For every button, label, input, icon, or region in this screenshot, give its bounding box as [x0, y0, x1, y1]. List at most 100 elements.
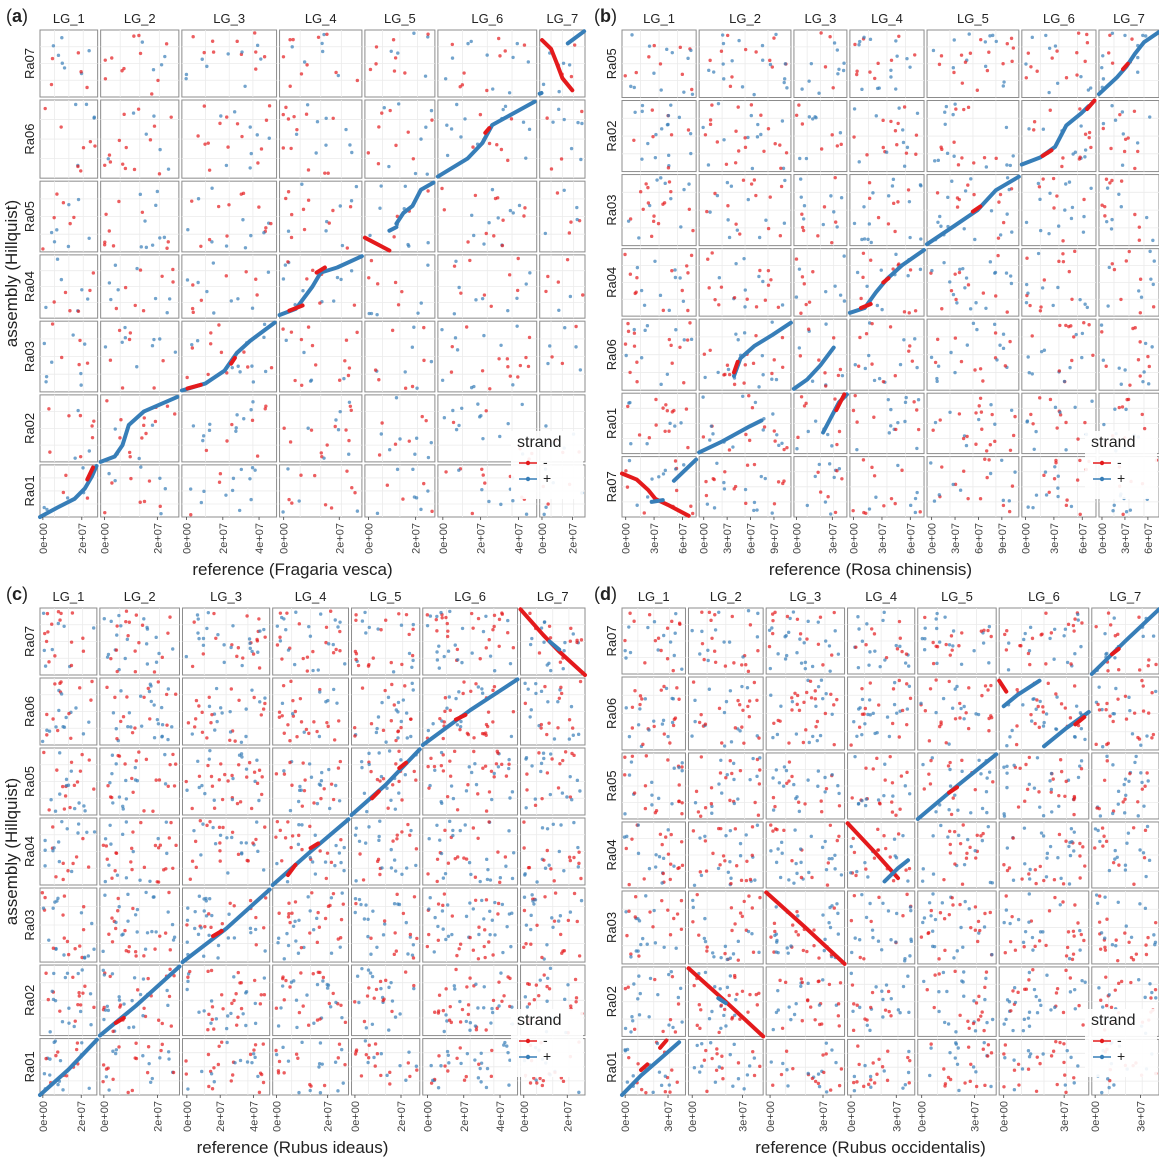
alignment-point: [362, 1019, 367, 1024]
alignment-point: [958, 267, 962, 272]
alignment-point: [127, 945, 131, 949]
alignment-point: [720, 33, 725, 37]
alignment-point: [156, 722, 161, 726]
alignment-point: [366, 917, 370, 921]
alignment-point: [468, 935, 472, 940]
alignment-point: [164, 867, 168, 871]
alignment-point: [222, 643, 226, 647]
alignment-point: [115, 624, 119, 628]
alignment-point: [474, 682, 478, 686]
alignment-point: [401, 911, 406, 916]
alignment-point: [915, 490, 919, 495]
alignment-point: [131, 790, 135, 794]
alignment-point: [894, 252, 898, 257]
alignment-point: [463, 117, 467, 121]
alignment-point: [895, 142, 899, 147]
alignment-point: [333, 863, 337, 868]
alignment-point: [77, 994, 81, 998]
alignment-point: [167, 994, 172, 999]
alignment-point: [857, 160, 861, 164]
alignment-point: [391, 839, 395, 843]
row-label: Ra04: [22, 271, 37, 302]
alignment-point: [473, 898, 478, 902]
alignment-point: [384, 978, 388, 983]
legend-key-point: [525, 1054, 531, 1060]
alignment-point: [231, 624, 235, 628]
alignment-point: [858, 335, 862, 340]
alignment-point: [869, 240, 873, 245]
alignment-point: [460, 660, 464, 665]
synteny-segment: [98, 394, 180, 464]
alignment-point: [478, 112, 483, 117]
alignment-point: [646, 185, 650, 190]
alignment-point: [302, 945, 306, 950]
alignment-point: [290, 783, 294, 787]
alignment-point: [250, 418, 255, 423]
x-tick-label: 0e+00: [182, 523, 194, 554]
alignment-point: [331, 642, 335, 647]
alignment-point: [1070, 205, 1075, 210]
alignment-point: [64, 473, 68, 478]
alignment-point: [524, 512, 529, 516]
alignment-point: [1138, 311, 1143, 315]
alignment-point: [524, 942, 528, 946]
alignment-point: [110, 753, 115, 757]
alignment-point: [488, 909, 492, 914]
alignment-point: [48, 1030, 52, 1034]
alignment-point: [737, 38, 741, 43]
alignment-point: [65, 496, 70, 500]
alignment-point: [529, 942, 533, 946]
alignment-point: [1126, 136, 1130, 140]
alignment-point: [393, 56, 398, 60]
alignment-point: [152, 386, 156, 390]
facet-cell: [181, 180, 278, 253]
alignment-point: [306, 325, 311, 329]
alignment-point: [1050, 56, 1054, 60]
alignment-point: [632, 327, 636, 332]
alignment-point: [768, 58, 772, 63]
alignment-point: [891, 177, 896, 182]
alignment-point: [61, 724, 65, 729]
x-tick-label: 3e+07: [1120, 523, 1132, 554]
alignment-point: [440, 378, 445, 383]
alignment-point: [105, 857, 109, 861]
alignment-point: [74, 706, 78, 710]
alignment-point: [579, 876, 583, 881]
alignment-point: [1136, 358, 1141, 362]
alignment-point: [919, 237, 923, 241]
alignment-point: [348, 404, 353, 408]
alignment-point: [505, 357, 510, 361]
alignment-point: [963, 189, 968, 193]
facet-cell: [181, 964, 271, 1037]
alignment-point: [548, 636, 553, 640]
row-label: Ra01: [604, 1052, 619, 1083]
alignment-point: [392, 952, 397, 957]
alignment-point: [535, 923, 539, 927]
alignment-point: [218, 849, 222, 853]
alignment-point: [108, 160, 113, 164]
alignment-point: [165, 851, 169, 856]
alignment-point: [199, 926, 203, 930]
alignment-point: [200, 57, 204, 61]
alignment-point: [325, 443, 329, 447]
alignment-point: [389, 847, 393, 852]
alignment-point: [303, 778, 307, 782]
alignment-point: [406, 130, 410, 134]
alignment-point: [551, 120, 555, 124]
alignment-point: [870, 362, 874, 366]
alignment-point: [155, 189, 160, 194]
alignment-point: [435, 857, 440, 861]
alignment-point: [818, 490, 823, 494]
alignment-point: [705, 502, 710, 506]
facet-cell: [181, 747, 271, 816]
alignment-point: [891, 267, 895, 271]
alignment-point: [550, 916, 554, 920]
alignment-point: [686, 308, 690, 313]
alignment-point: [1124, 407, 1128, 412]
row-label: Ra02: [22, 985, 37, 1016]
alignment-point: [54, 1053, 58, 1058]
alignment-point: [364, 1052, 369, 1057]
alignment-point: [414, 863, 418, 868]
alignment-point: [212, 311, 216, 315]
alignment-point: [247, 760, 252, 765]
